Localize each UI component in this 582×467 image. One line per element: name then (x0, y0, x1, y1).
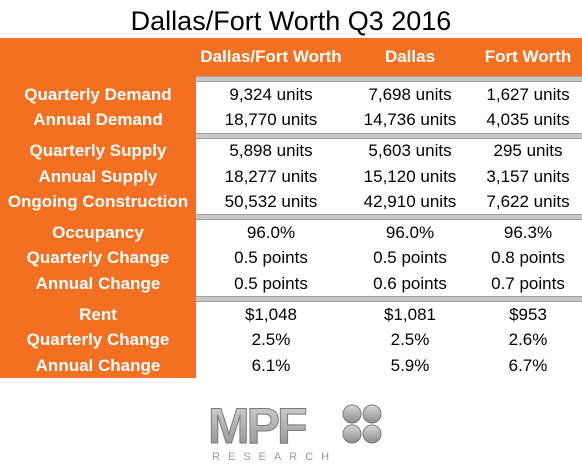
table-cell: $1,081 (384, 305, 436, 325)
table-cell: 42,910 units (363, 191, 457, 211)
table-cell: 2.5% (251, 330, 291, 350)
table-cell: $1,048 (245, 305, 297, 325)
table-cell: 6.1% (251, 355, 291, 375)
table-cell: 5.9% (390, 355, 430, 375)
table-body: Quarterly Demand 9,324 units 7,698 units 1,… (0, 76, 582, 379)
table-row: Occupancy 96.0% 96.0% 96.3% (0, 220, 582, 246)
row-label: Annual Change (0, 352, 196, 379)
table-cell: 0.6 points (373, 273, 447, 293)
table-cell: 2.6% (508, 330, 548, 350)
mpf-research-logo: MPF RESEARCH (208, 398, 382, 463)
logo-mpf-text: MPF (208, 398, 306, 454)
row-label: Quarterly Supply (0, 138, 196, 164)
table-row: Quarterly Change 2.5% 2.5% 2.6% (0, 327, 582, 353)
logo-circles-icon (342, 404, 382, 444)
table-row: Annual Supply 18,277 units 15,120 units 3,1… (0, 163, 582, 190)
group-separator (0, 76, 582, 82)
table-row: Annual Change 6.1% 5.9% 6.7% (0, 352, 582, 379)
row-label: Ongoing Construction (0, 189, 196, 215)
table-cell: 1,627 units (486, 84, 570, 104)
table-row: Quarterly Supply 5,898 units 5,603 units 29… (0, 138, 582, 164)
table-cell: 0.5 points (234, 248, 308, 268)
group-separator (0, 132, 582, 139)
table-cell: $953 (509, 305, 547, 325)
column-header-fort-worth: Fort Worth (484, 47, 572, 66)
row-label: Quarterly Change (0, 245, 196, 272)
table-cell: 5,603 units (368, 141, 452, 161)
table-row: Quarterly Demand 9,324 units 7,698 units 1,… (0, 82, 582, 108)
table-cell: 96.0% (246, 223, 296, 243)
row-label: Occupancy (0, 220, 196, 246)
table-cell: 18,277 units (224, 166, 318, 186)
table-cell: 6.7% (508, 355, 548, 375)
row-label: Rent (0, 302, 196, 328)
table-cell: 5,898 units (229, 141, 313, 161)
column-header-dfw: Dallas/Fort Worth (200, 47, 342, 66)
table-cell: 96.0% (385, 223, 435, 243)
row-label: Annual Demand (0, 107, 196, 133)
row-label: Annual Change (0, 271, 196, 297)
logo-research-text: RESEARCH (212, 451, 337, 463)
group-separator (0, 214, 582, 221)
table-cell: 9,324 units (229, 84, 313, 104)
table-cell: 0.7 points (491, 273, 565, 293)
table-cell: 0.8 points (491, 248, 565, 268)
table-cell: 14,736 units (363, 109, 457, 129)
table-row: Rent $1,048 $1,081 $953 (0, 302, 582, 328)
table-cell: 2.5% (390, 330, 430, 350)
table-cell: 3,157 units (486, 166, 570, 186)
table-header: Dallas/Fort Worth Dallas Fort Worth (0, 38, 582, 76)
table-cell: 7,622 units (486, 191, 570, 211)
data-table: Dallas/Fort Worth Dallas Fort Worth Quar… (0, 38, 582, 379)
table-row: Annual Change 0.5 points 0.6 points 0.7 poi… (0, 271, 582, 297)
table-cell: 15,120 units (363, 166, 457, 186)
table-cell: 4,035 units (486, 109, 570, 129)
table-cell: 295 units (493, 141, 563, 161)
table-cell: 0.5 points (234, 273, 308, 293)
table-row: Annual Demand 18,770 units 14,736 units 4,0… (0, 107, 582, 133)
row-label: Quarterly Change (0, 327, 196, 353)
table-row: Quarterly Change 0.5 points 0.5 points 0.8 … (0, 245, 582, 272)
page-title: Dallas/Fort Worth Q3 2016 (130, 6, 452, 36)
table-cell: 50,532 units (224, 191, 318, 211)
table-cell: 18,770 units (224, 109, 318, 129)
row-label: Annual Supply (0, 163, 196, 190)
group-separator (0, 296, 582, 303)
table-row: Ongoing Construction 50,532 units 42,910 u… (0, 189, 582, 215)
table-cell: 0.5 points (373, 248, 447, 268)
table-cell: 96.3% (503, 223, 553, 243)
row-label: Quarterly Demand (0, 82, 196, 108)
column-header-dallas: Dallas (384, 47, 436, 66)
table-cell: 7,698 units (368, 84, 452, 104)
